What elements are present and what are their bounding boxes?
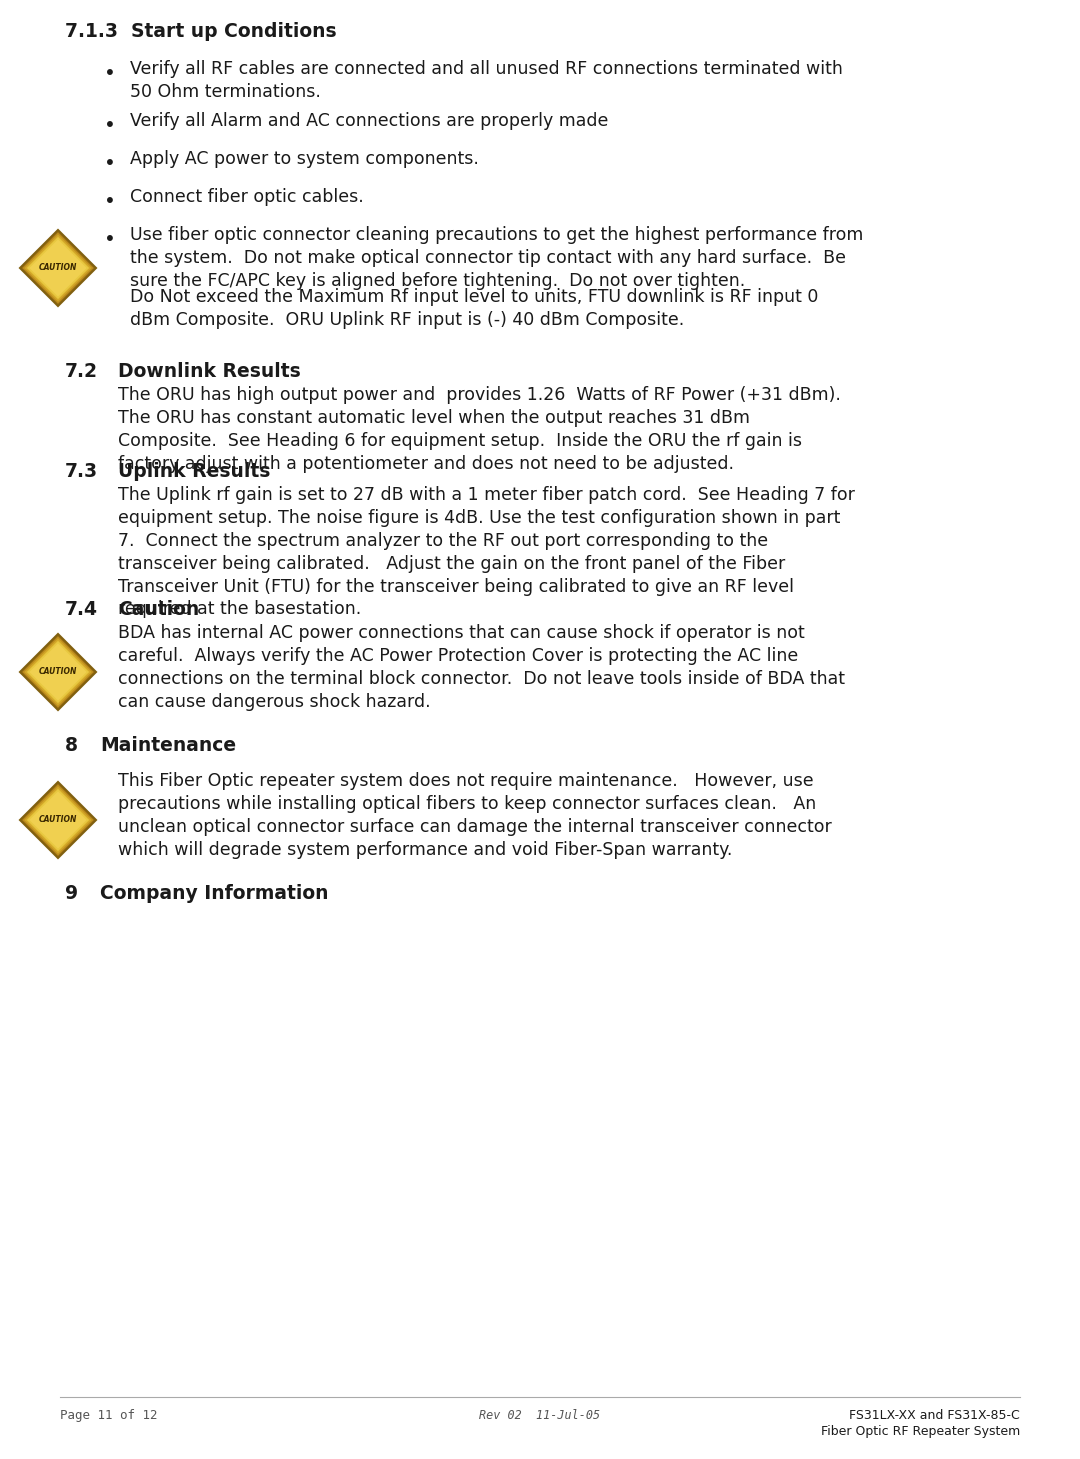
Polygon shape <box>25 786 92 854</box>
Text: CAUTION: CAUTION <box>39 264 77 273</box>
Polygon shape <box>27 641 90 703</box>
Text: The ORU has high output power and  provides 1.26  Watts of RF Power (+31 dBm).
T: The ORU has high output power and provid… <box>118 387 841 473</box>
Polygon shape <box>29 239 86 296</box>
Text: Company Information: Company Information <box>100 884 328 903</box>
Polygon shape <box>23 636 93 708</box>
Text: Uplink Results: Uplink Results <box>118 463 270 481</box>
Text: CAUTION: CAUTION <box>39 816 77 824</box>
Polygon shape <box>27 789 90 851</box>
Polygon shape <box>23 232 93 303</box>
Polygon shape <box>21 635 96 711</box>
Text: Verify all RF cables are connected and all unused RF connections terminated with: Verify all RF cables are connected and a… <box>130 60 842 101</box>
Polygon shape <box>29 791 86 849</box>
Text: 8: 8 <box>65 735 78 754</box>
Text: •: • <box>104 231 116 249</box>
Text: •: • <box>104 64 116 83</box>
Text: Maintenance: Maintenance <box>100 735 237 754</box>
Text: •: • <box>104 117 116 136</box>
Polygon shape <box>25 235 92 302</box>
Text: •: • <box>104 193 116 212</box>
Text: The Uplink rf gain is set to 27 dB with a 1 meter fiber patch cord.  See Heading: The Uplink rf gain is set to 27 dB with … <box>118 486 855 619</box>
Text: Connect fiber optic cables.: Connect fiber optic cables. <box>130 188 364 206</box>
Text: Rev 02  11-Jul-05: Rev 02 11-Jul-05 <box>480 1409 600 1423</box>
Text: Do Not exceed the Maximum Rf input level to units, FTU downlink is RF input 0
dB: Do Not exceed the Maximum Rf input level… <box>130 287 819 328</box>
Text: 7.1.3  Start up Conditions: 7.1.3 Start up Conditions <box>65 22 337 41</box>
Polygon shape <box>25 639 92 706</box>
Text: FS31LX-XX and FS31X-85-C
Fiber Optic RF Repeater System: FS31LX-XX and FS31X-85-C Fiber Optic RF … <box>821 1409 1020 1439</box>
Text: BDA has internal AC power connections that can cause shock if operator is not
ca: BDA has internal AC power connections th… <box>118 624 845 711</box>
Text: CAUTION: CAUTION <box>39 668 77 677</box>
Text: 9: 9 <box>65 884 78 903</box>
Polygon shape <box>23 785 93 855</box>
Text: 7.3: 7.3 <box>65 463 98 481</box>
Text: Downlink Results: Downlink Results <box>118 362 300 381</box>
Polygon shape <box>27 236 90 299</box>
Text: Verify all Alarm and AC connections are properly made: Verify all Alarm and AC connections are … <box>130 112 608 130</box>
Text: •: • <box>104 155 116 174</box>
Text: 7.4: 7.4 <box>65 600 98 619</box>
Text: Use fiber optic connector cleaning precautions to get the highest performance fr: Use fiber optic connector cleaning preca… <box>130 226 863 290</box>
Polygon shape <box>21 782 96 858</box>
Text: Page 11 of 12: Page 11 of 12 <box>60 1409 158 1423</box>
Polygon shape <box>21 231 96 306</box>
Text: Caution: Caution <box>118 600 199 619</box>
Text: Apply AC power to system components.: Apply AC power to system components. <box>130 150 478 168</box>
Text: This Fiber Optic repeater system does not require maintenance.   However, use
pr: This Fiber Optic repeater system does no… <box>118 772 832 859</box>
Polygon shape <box>29 643 86 700</box>
Text: 7.2: 7.2 <box>65 362 98 381</box>
